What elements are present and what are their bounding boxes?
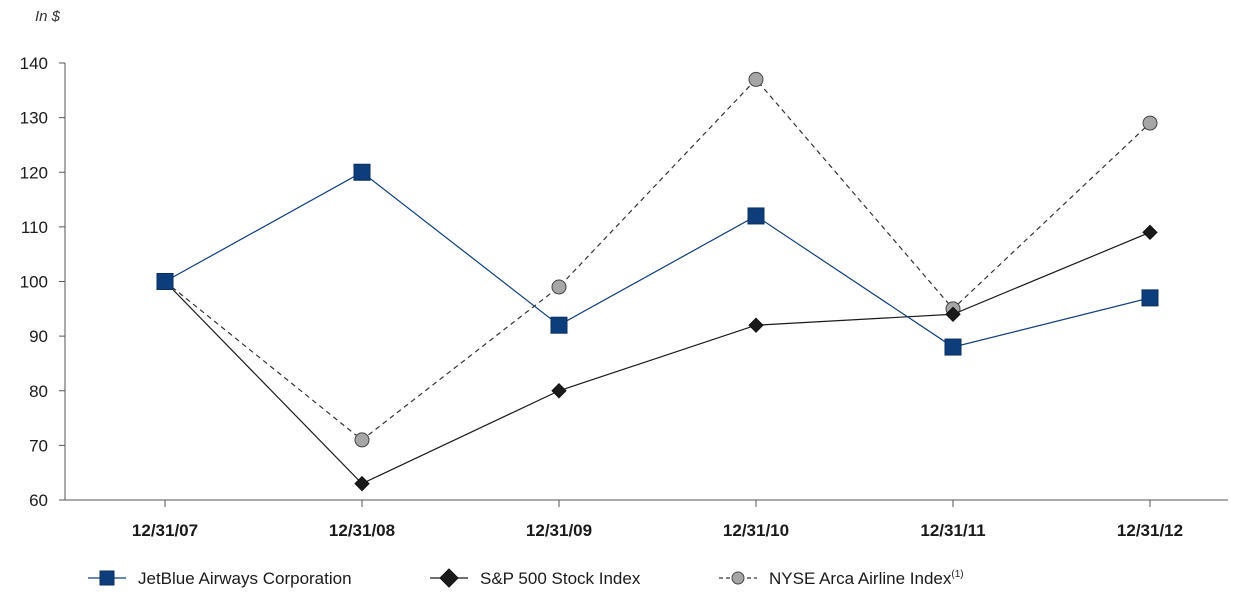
x-tick-label: 12/31/12 xyxy=(1117,521,1183,540)
series-line xyxy=(164,78,1151,441)
y-tick-label: 70 xyxy=(29,436,48,455)
data-point xyxy=(353,163,371,181)
data-point xyxy=(354,475,370,492)
x-tick-label: 12/31/09 xyxy=(526,521,592,540)
y-tick-label: 80 xyxy=(29,382,48,401)
y-tick-label: 110 xyxy=(21,218,48,237)
legend-label: NYSE Arca Airline Index(1) xyxy=(769,569,964,588)
x-tick-label: 12/31/08 xyxy=(329,521,395,540)
data-point xyxy=(1142,115,1158,131)
data-point xyxy=(156,273,174,290)
legend-label: S&P 500 Stock Index xyxy=(480,569,641,588)
data-point xyxy=(354,432,370,448)
x-tick-label: 12/31/11 xyxy=(920,521,985,540)
unit-label: In $ xyxy=(35,8,61,25)
x-tick-label: 12/31/10 xyxy=(723,521,789,540)
y-tick-label: 90 xyxy=(29,327,48,346)
y-tick-label: 140 xyxy=(20,54,48,73)
data-point xyxy=(551,383,567,399)
data-point xyxy=(748,71,764,87)
legend-label: JetBlue Airways Corporation xyxy=(138,569,352,588)
x-axis-ticks: 12/31/07 12/31/08 12/31/09 12/31/10 12/31/11… xyxy=(132,500,1183,540)
data-point xyxy=(550,316,568,334)
data-point xyxy=(944,338,962,356)
y-tick-label: 100 xyxy=(20,273,48,292)
y-tick-label: 60 xyxy=(29,491,48,510)
legend-circle-marker xyxy=(731,571,745,585)
series-layer xyxy=(156,71,1159,492)
legend-diamond-marker xyxy=(439,568,459,588)
x-tick-label: 12/31/07 xyxy=(132,521,198,540)
data-point xyxy=(747,207,765,225)
legend-square-marker xyxy=(99,570,115,586)
data-point xyxy=(1141,289,1159,307)
axes xyxy=(64,63,1228,501)
legend-item-s-p-500-stock-index: S&P 500 Stock Index xyxy=(430,568,641,588)
series-jetblue-airways-corporation xyxy=(156,163,1159,356)
series-line xyxy=(164,171,1151,348)
y-axis-ticks: 60 70 80 90 100 110 120 130 140 xyxy=(20,54,65,510)
series-line xyxy=(164,231,1151,485)
y-tick-label: 130 xyxy=(20,109,48,128)
data-point xyxy=(748,317,764,333)
series-s-p-500-stock-index xyxy=(157,224,1158,492)
data-point xyxy=(945,306,961,322)
legend: JetBlue Airways Corporation S&P 500 Stock… xyxy=(88,568,964,588)
data-point xyxy=(1142,224,1158,241)
data-point xyxy=(551,279,567,295)
legend-item-jetblue-airways-corporation: JetBlue Airways Corporation xyxy=(88,569,352,588)
legend-footnote-marker: (1) xyxy=(951,569,963,580)
y-tick-label: 120 xyxy=(20,163,48,182)
legend-item-nyse-arca-airline-index: NYSE Arca Airline Index(1) xyxy=(719,569,964,588)
series-nyse-arca-airline-index xyxy=(157,71,1158,448)
